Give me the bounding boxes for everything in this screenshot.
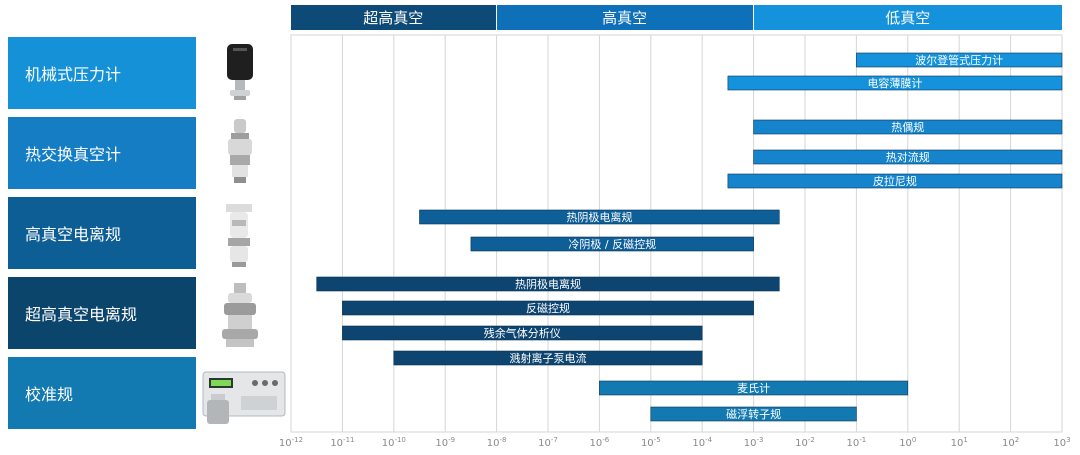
plot-frame (290, 34, 1063, 433)
range-bar (342, 325, 703, 341)
range-bar (856, 52, 1063, 68)
vacuum-band-2: 低真空 (753, 5, 1062, 30)
category-label-0: 机械式压力计 (8, 37, 196, 109)
range-bar-label: 波尔登管式压力计 (915, 53, 1003, 67)
x-tick-label: 10-8 (487, 436, 507, 449)
x-tick-label: 101 (951, 436, 968, 449)
x-tick-label: 10-6 (590, 436, 610, 449)
range-bar-label: 冷阴极 / 反磁控规 (568, 237, 656, 251)
mechanical-gauge-image (220, 40, 260, 110)
range-bar-label: 热偶规 (891, 120, 924, 134)
range-bar (599, 380, 909, 396)
range-bar (727, 173, 1063, 189)
x-tick-label: 10-2 (795, 436, 815, 449)
category-label-1: 热交换真空计 (8, 117, 196, 189)
calibration-instrument-image (201, 370, 287, 436)
x-tick-label: 10-1 (847, 436, 867, 449)
x-tick-label: 10-9 (435, 436, 455, 449)
x-tick-label: 103 (1053, 436, 1070, 449)
hv-ion-gauge-image (218, 200, 260, 274)
range-bar-label: 热阴极电离规 (515, 277, 581, 291)
thermal-gauge-image (222, 117, 258, 189)
vacuum-band-0: 超高真空 (291, 5, 497, 30)
x-tick-label: 10-7 (538, 436, 558, 449)
vacuum-band-1: 高真空 (496, 5, 754, 30)
uhv-ion-gauge-image (218, 281, 262, 355)
x-tick-label: 102 (1002, 436, 1019, 449)
range-bar-label: 麦氏计 (737, 382, 770, 395)
range-bar-label: 皮拉尼规 (873, 174, 917, 188)
range-bar-label: 溅射离子泵电流 (510, 351, 587, 365)
range-bar-label: 反磁控规 (526, 301, 570, 315)
range-bar (650, 406, 857, 422)
x-tick-label: 10-10 (382, 436, 406, 449)
range-bar-label: 电容薄膜计 (867, 76, 922, 90)
range-bar-label: 热对流规 (886, 150, 930, 164)
x-tick-label: 10-12 (279, 436, 303, 449)
range-bar (342, 300, 754, 316)
x-tick-label: 10-4 (692, 436, 712, 449)
x-tick-label: 10-11 (330, 436, 354, 449)
range-bar-label: 热阴极电离规 (566, 210, 632, 224)
range-bar (419, 209, 780, 225)
category-label-3: 超高真空电离规 (8, 277, 196, 349)
range-bar (393, 350, 703, 366)
range-bar-label: 残余气体分析仪 (484, 326, 561, 340)
range-bar (753, 149, 1063, 165)
range-bar (727, 75, 1063, 91)
category-label-2: 高真空电离规 (8, 197, 196, 269)
vacuum-range-header: 超高真空 高真空 低真空 (291, 5, 1063, 30)
range-bar (470, 236, 754, 252)
x-tick-label: 10-3 (744, 436, 764, 449)
category-label-4: 校准规 (8, 357, 196, 429)
range-bar (753, 119, 1063, 135)
range-bar (316, 276, 780, 292)
range-bar-label: 磁浮转子规 (726, 407, 781, 421)
x-tick-label: 100 (899, 436, 916, 449)
x-tick-label: 10-5 (641, 436, 661, 449)
